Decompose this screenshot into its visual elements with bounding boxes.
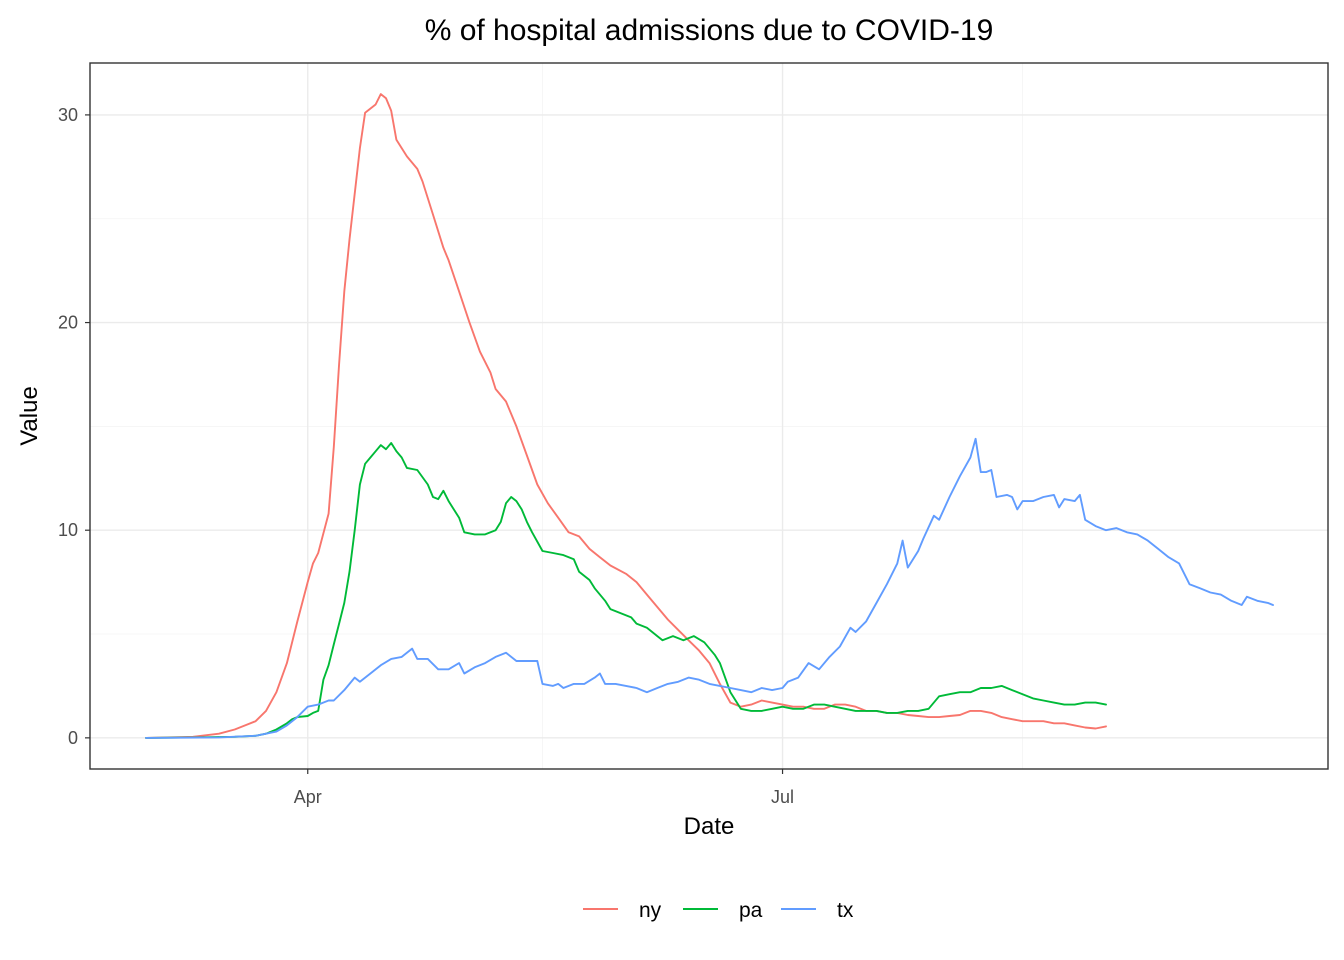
legend: ny pa tx bbox=[583, 899, 854, 922]
series-line-tx bbox=[145, 437, 1274, 739]
x-tick-label: Jul bbox=[771, 787, 794, 807]
y-tick-label: 10 bbox=[58, 520, 78, 540]
series-lines bbox=[145, 93, 1274, 739]
series-line-pa bbox=[145, 442, 1107, 739]
y-axis: 0 10 20 30 bbox=[58, 105, 90, 748]
legend-label-ny: ny bbox=[639, 899, 662, 922]
y-tick-label: 30 bbox=[58, 105, 78, 125]
x-axis-title: Date bbox=[684, 813, 735, 840]
x-tick-label: Apr bbox=[294, 787, 322, 807]
x-axis: Apr Jul bbox=[294, 769, 794, 807]
major-gridlines bbox=[90, 63, 1328, 769]
minor-gridlines bbox=[90, 63, 1328, 769]
y-tick-label: 0 bbox=[68, 728, 78, 748]
legend-label-tx: tx bbox=[837, 899, 854, 922]
series-line-ny bbox=[145, 93, 1107, 739]
y-axis-title: Value bbox=[16, 386, 43, 446]
plot-panel-border bbox=[89, 62, 1329, 770]
y-tick-label: 20 bbox=[58, 313, 78, 333]
chart-title: % of hospital admissions due to COVID-19 bbox=[425, 14, 994, 47]
legend-label-pa: pa bbox=[739, 899, 763, 922]
